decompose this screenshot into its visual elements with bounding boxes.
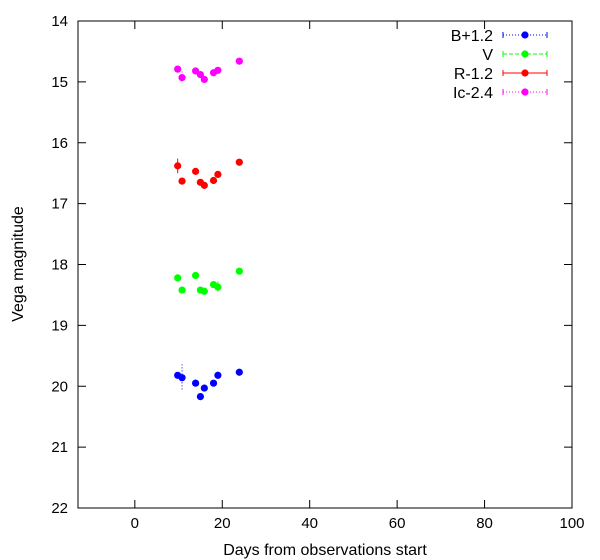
- data-point-b-1-2: [200, 384, 208, 392]
- data-point-b-1-2: [178, 374, 186, 382]
- data-point-r-1-2: [200, 181, 208, 189]
- data-point-ic-2-4: [235, 57, 243, 65]
- data-point-v: [191, 271, 200, 280]
- data-point-b-1-2: [235, 368, 243, 376]
- data-point-r-1-2: [191, 167, 200, 175]
- y-tick-label: 19: [51, 317, 68, 334]
- data-point-v: [235, 267, 243, 275]
- legend-marker-r-1-2: [521, 69, 529, 77]
- legend-marker-v: [521, 50, 529, 58]
- legend-label-ic-2-4: Ic-2.4: [453, 85, 493, 102]
- data-point-v: [214, 283, 222, 291]
- data-point-r-1-2: [174, 162, 182, 170]
- x-tick-label: 100: [559, 515, 584, 532]
- y-tick-label: 21: [51, 439, 68, 456]
- legend-label-r-1-2: R-1.2: [454, 66, 493, 83]
- data-point-r-1-2: [214, 170, 222, 179]
- x-tick-label: 40: [301, 515, 318, 532]
- data-point-v: [200, 287, 208, 295]
- y-tick-label: 20: [51, 378, 68, 395]
- x-tick-label: 80: [476, 515, 493, 532]
- legend-marker-b-1-2: [521, 31, 529, 39]
- data-point-b-1-2: [209, 379, 218, 387]
- legend-label-v: V: [482, 47, 493, 64]
- data-point-b-1-2: [196, 392, 205, 401]
- data-point-r-1-2: [235, 158, 243, 166]
- y-tick-label: 15: [51, 74, 68, 91]
- y-tick-label: 14: [51, 13, 68, 30]
- y-tick-label: 18: [51, 257, 68, 274]
- data-point-ic-2-4: [214, 66, 222, 74]
- x-tick-label: 60: [389, 515, 406, 532]
- legend-marker-ic-2-4: [521, 88, 529, 96]
- data-point-b-1-2: [191, 379, 200, 387]
- data-point-ic-2-4: [178, 74, 186, 82]
- data-point-ic-2-4: [200, 75, 208, 84]
- legend-label-b-1-2: B+1.2: [451, 28, 493, 45]
- x-tick-label: 20: [214, 515, 231, 532]
- data-point-v: [178, 286, 186, 294]
- data-point-r-1-2: [209, 176, 218, 185]
- x-tick-label: 0: [131, 515, 139, 532]
- plot-frame: [77, 20, 573, 509]
- data-point-ic-2-4: [174, 65, 182, 73]
- y-tick-label: 16: [51, 135, 68, 152]
- data-point-v: [174, 274, 182, 282]
- data-point-ic-2-4: [196, 70, 205, 79]
- data-point-r-1-2: [178, 177, 186, 185]
- y-axis-title: Vega magnitude: [10, 206, 27, 322]
- data-point-b-1-2: [214, 371, 222, 379]
- x-axis-title: Days from observations start: [223, 542, 427, 559]
- y-tick-label: 17: [51, 196, 68, 213]
- y-tick-label: 22: [51, 500, 68, 517]
